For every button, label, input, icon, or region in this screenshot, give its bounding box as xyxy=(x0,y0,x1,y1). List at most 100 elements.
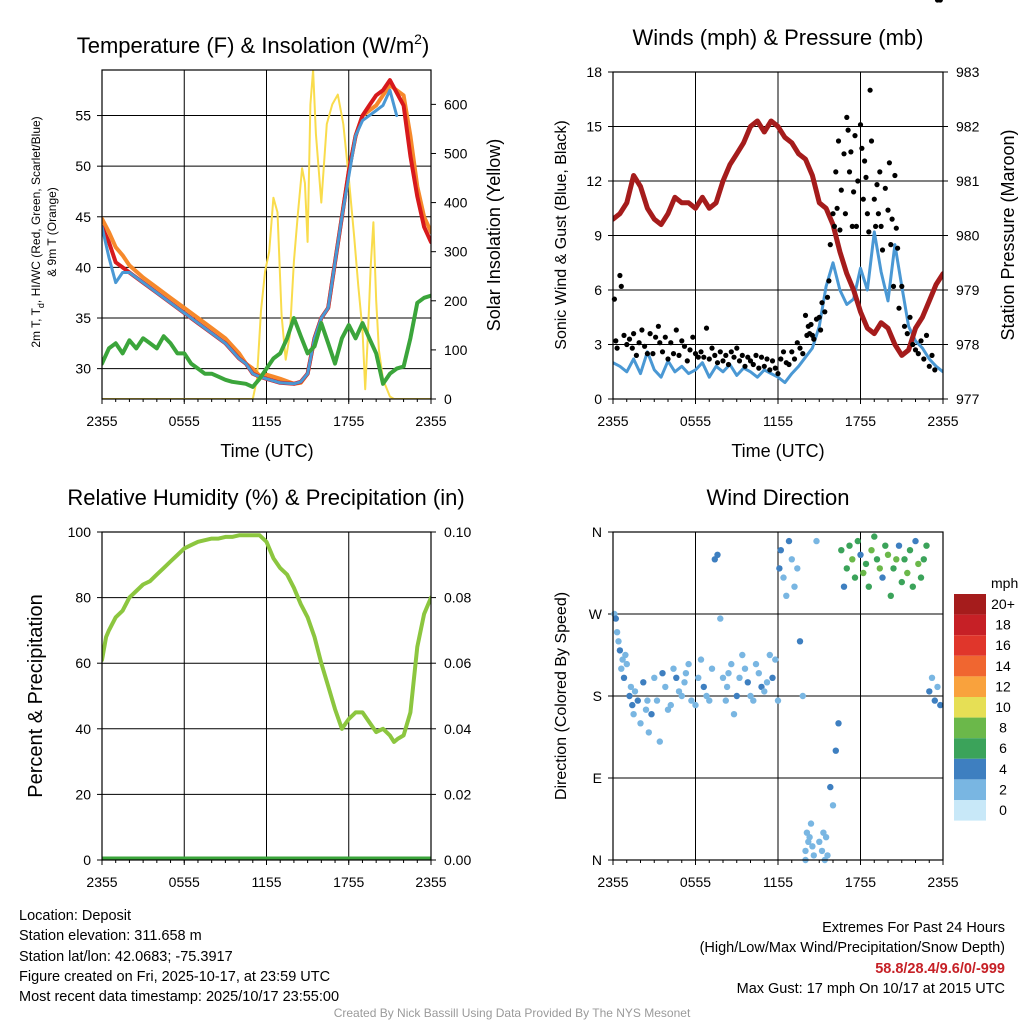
direction-point xyxy=(703,692,710,700)
direction-point xyxy=(780,574,787,581)
x-tick-label: 2355 xyxy=(86,413,117,429)
y2-axis-label: Station Pressure (Maroon) xyxy=(998,129,1018,340)
direction-point xyxy=(802,847,809,855)
gust-point xyxy=(841,151,847,157)
direction-point xyxy=(912,537,919,545)
gust-point xyxy=(657,340,663,346)
gust-point xyxy=(676,352,682,358)
direction-point xyxy=(642,706,650,713)
legend-swatch xyxy=(954,676,986,697)
direction-point xyxy=(926,688,933,695)
x-tick-label: 2355 xyxy=(415,413,446,429)
gust-point xyxy=(862,158,868,164)
gust-point xyxy=(904,331,910,337)
gust-point xyxy=(668,340,674,346)
y-tick-label: 100 xyxy=(68,524,92,540)
gust-point xyxy=(709,345,715,351)
gust-point xyxy=(857,122,864,128)
direction-point xyxy=(640,679,647,686)
direction-point xyxy=(816,838,823,845)
y2-tick-label: 978 xyxy=(956,337,980,353)
direction-point xyxy=(706,697,713,704)
direction-point xyxy=(626,692,633,700)
gust-point xyxy=(723,352,729,358)
y-tick-label: 35 xyxy=(75,310,91,326)
direction-point xyxy=(851,574,859,581)
winds-panel: 2355 0555 1155 1755 2355 0 3 6 9 12 15 18 977 978 979 9… xyxy=(553,0,1018,461)
plot-frame xyxy=(612,531,944,861)
plot-frame xyxy=(612,71,944,400)
direction-point xyxy=(615,638,622,645)
station-elevation: Station elevation: 311.658 m xyxy=(19,928,202,945)
direction-point xyxy=(928,674,936,681)
direction-point xyxy=(890,565,897,572)
y2-tick-label: 0.02 xyxy=(444,786,471,802)
gust-point xyxy=(767,367,773,373)
y2-tick-label: 980 xyxy=(956,228,980,244)
plot-frame xyxy=(101,531,432,861)
legend-swatch xyxy=(954,697,986,718)
gust-point xyxy=(845,127,851,133)
gust-point xyxy=(703,325,710,331)
legend-label: 4 xyxy=(999,761,1007,777)
direction-point xyxy=(843,565,850,572)
gust-point xyxy=(797,345,803,351)
direction-point xyxy=(664,706,672,713)
direction-point xyxy=(882,542,889,549)
y-tick-label: 40 xyxy=(75,259,91,275)
latest-timestamp: Most recent data timestamp: 2025/10/17 2… xyxy=(19,989,340,1006)
gust-point xyxy=(873,223,879,229)
direction-point xyxy=(766,651,773,659)
gust-point xyxy=(875,211,882,217)
station-location: Location: Deposit xyxy=(19,908,132,924)
gust-point xyxy=(842,211,849,217)
direction-point xyxy=(774,697,782,704)
gust-point xyxy=(851,189,857,195)
gust-point xyxy=(617,272,623,279)
direction-point xyxy=(796,638,804,645)
direction-point xyxy=(791,583,798,590)
gust-point xyxy=(882,185,888,191)
direction-point xyxy=(920,556,927,563)
gust-point xyxy=(665,356,671,362)
gust-point xyxy=(639,327,645,333)
direction-point xyxy=(620,674,628,681)
direction-point xyxy=(697,656,705,663)
y-tick-label: E xyxy=(593,770,602,786)
gust-point xyxy=(684,358,690,364)
gust-point xyxy=(794,340,800,346)
direction-point xyxy=(630,711,637,718)
gust-point xyxy=(701,354,707,360)
gust-point xyxy=(758,354,765,360)
gust-point xyxy=(896,305,902,311)
gust-point xyxy=(650,351,656,357)
direction-point xyxy=(653,697,661,704)
y2-tick-label: 0.08 xyxy=(444,590,471,606)
gust-point xyxy=(613,338,619,344)
station-info: Location: Deposit Station elevation: 311… xyxy=(19,906,339,1007)
x-tick-label: 0555 xyxy=(680,874,711,890)
direction-point xyxy=(695,674,702,681)
direction-point xyxy=(794,565,801,572)
gust-point xyxy=(753,352,759,358)
direction-point xyxy=(688,697,695,704)
direction-point xyxy=(618,665,625,672)
direction-point xyxy=(656,738,663,745)
gust-point xyxy=(860,196,866,202)
series-relative-humidity xyxy=(102,533,431,744)
gust-point xyxy=(687,347,693,353)
legend-label: 16 xyxy=(995,637,1011,653)
gust-point xyxy=(846,169,853,175)
y-tick-label: 12 xyxy=(586,173,602,189)
plot-frame xyxy=(101,69,432,400)
y-axis-label-line2: & 9m T (Orange) xyxy=(45,187,59,277)
wind-direction-panel: 2355 0555 1155 1755 2355 N E S W N Wind Direction D… xyxy=(553,485,1018,890)
legend-swatch xyxy=(954,779,986,800)
direction-point xyxy=(860,569,867,577)
gust-point xyxy=(886,160,893,166)
y-tick-label: 50 xyxy=(75,158,91,174)
direction-point xyxy=(681,679,688,686)
direction-point xyxy=(645,729,652,736)
gust-point xyxy=(888,242,894,248)
figure-created: Figure created on Fri, 2025-10-17, at 23… xyxy=(19,968,331,985)
